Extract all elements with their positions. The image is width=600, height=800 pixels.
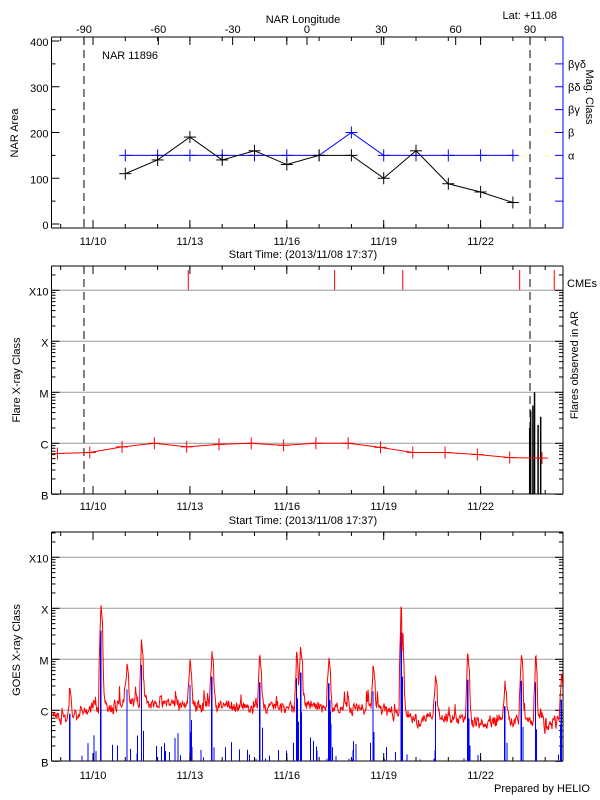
longitude-tick-label: -30: [225, 24, 241, 36]
goes-xray-panel: X10 X M C B GOES X-ray Class 11/10 11/13 11/16 11…: [11, 531, 564, 782]
y-axis-title: NAR Area: [9, 108, 21, 158]
labels: NAR Longitude Lat: +11.08 Prepared by HELI…: [266, 10, 591, 795]
mag-class-tick-label: βγδ: [568, 59, 586, 71]
cme-label: CMEs: [567, 278, 597, 290]
y-tick-label: 400: [30, 37, 48, 49]
x-tick-label: 11/16: [273, 236, 300, 248]
x-tick-label: 11/22: [467, 501, 494, 513]
region-title: NAR 11896: [102, 50, 158, 62]
x-tick-label: 11/10: [80, 236, 107, 248]
y-axis-title: GOES X-ray Class: [11, 604, 23, 696]
flares-axis-title: Flares observed in AR: [569, 311, 581, 419]
mag-class-tick-label: β: [568, 128, 574, 140]
class-tick-label: C: [41, 439, 49, 451]
class-tick-label: C: [41, 706, 49, 718]
flare-background-line: [57, 442, 542, 459]
longitude-tick-label: 0: [304, 24, 310, 36]
class-tick-label: X10: [29, 286, 49, 298]
x-axis-title: Start Time: (2013/11/08 17:37): [229, 515, 377, 527]
class-tick-label: B: [41, 757, 48, 769]
x-tick-label: 11/16: [273, 501, 300, 513]
goes-long-channel: [52, 605, 563, 734]
latitude-label: Lat: +11.08: [502, 10, 557, 22]
class-tick-label: X: [41, 604, 49, 616]
x-tick-label: 11/10: [80, 770, 107, 782]
x-tick-label: 11/13: [177, 236, 204, 248]
mag-class-axis-title: Mag. Class: [583, 69, 595, 125]
class-tick-label: M: [39, 388, 48, 400]
y-tick-label: 300: [30, 83, 48, 95]
goes-long-line: [52, 605, 563, 734]
longitude-axis-title: NAR Longitude: [266, 14, 341, 26]
class-tick-label: X: [41, 337, 49, 349]
flare-class-panel: X10 X M C B CMEs Flare X-ray Class Flares obser…: [11, 265, 597, 527]
nar-area-panel: 0 100 200 300 400 βγδ βδ βγ βα -90 -60 -30 0 30 60 90 NA…: [9, 24, 595, 261]
x-tick-label: 11/19: [370, 236, 397, 248]
longitude-tick-label: 90: [524, 24, 536, 36]
area-line: [125, 136, 514, 203]
y-tick-label: 0: [42, 220, 48, 232]
x-tick-label: 11/19: [370, 770, 397, 782]
y-tick-label: 200: [30, 129, 48, 141]
mag-class-tick-label: α: [568, 150, 575, 162]
longitude-tick-label: 60: [450, 24, 462, 36]
goes-short-channel: [58, 630, 562, 762]
x-tick-label: 11/13: [177, 501, 204, 513]
mag-class-tick-label: βδ: [568, 82, 580, 94]
class-tick-label: B: [41, 490, 48, 502]
x-tick-label: 11/16: [273, 770, 300, 782]
y-tick-label: 100: [30, 174, 48, 186]
x-tick-label: 11/10: [80, 501, 107, 513]
x-axis-title: Start Time: (2013/11/08 17:37): [229, 249, 377, 261]
x-tick-label: 11/13: [177, 770, 204, 782]
longitude-tick-label: 30: [375, 24, 387, 36]
longitude-tick-label: -90: [76, 24, 92, 36]
x-tick-label: 11/22: [467, 236, 494, 248]
credit-label: Prepared by HELIO: [494, 783, 590, 795]
x-tick-label: 11/19: [370, 501, 397, 513]
x-tick-label: 11/22: [467, 770, 494, 782]
mag-class-tick-label: βγ: [568, 105, 580, 117]
class-tick-label: X10: [29, 553, 49, 565]
class-tick-label: M: [39, 655, 48, 667]
longitude-tick-label: -60: [150, 24, 166, 36]
y-axis-title: Flare X-ray Class: [11, 337, 23, 422]
